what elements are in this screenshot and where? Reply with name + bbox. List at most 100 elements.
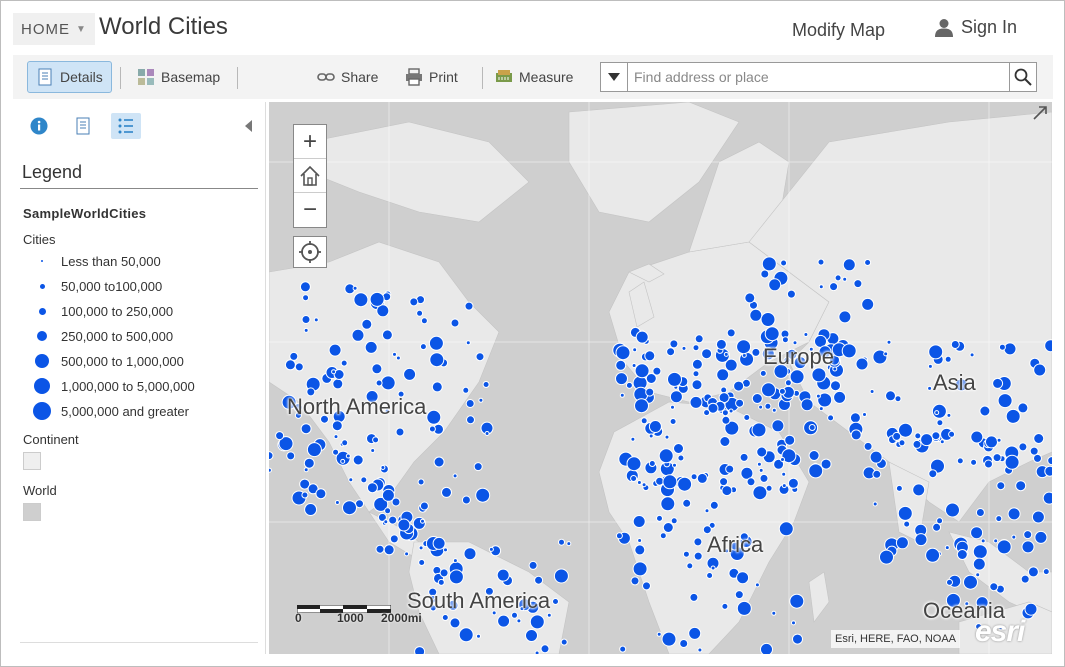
city-point[interactable]: [864, 259, 872, 266]
city-point[interactable]: [463, 547, 477, 561]
city-point[interactable]: [985, 435, 998, 449]
city-point[interactable]: [992, 453, 1002, 463]
city-point[interactable]: [944, 545, 950, 551]
city-point[interactable]: [704, 508, 710, 514]
city-point[interactable]: [428, 425, 436, 433]
city-point[interactable]: [645, 387, 655, 397]
city-point[interactable]: [743, 414, 751, 421]
city-point[interactable]: [644, 350, 656, 362]
city-point[interactable]: [301, 315, 311, 324]
city-point[interactable]: [397, 518, 411, 532]
city-point[interactable]: [939, 439, 945, 445]
zoom-in-button[interactable]: +: [294, 125, 326, 159]
city-point[interactable]: [376, 304, 390, 318]
city-point[interactable]: [736, 339, 752, 355]
city-point[interactable]: [626, 456, 642, 472]
city-point[interactable]: [419, 501, 429, 511]
city-point[interactable]: [482, 381, 490, 388]
city-point[interactable]: [996, 539, 1012, 555]
city-point[interactable]: [519, 606, 525, 612]
city-point[interactable]: [773, 363, 789, 379]
city-point[interactable]: [895, 484, 903, 492]
city-point[interactable]: [803, 332, 809, 337]
city-point[interactable]: [1024, 602, 1038, 616]
city-point[interactable]: [381, 329, 393, 341]
city-point[interactable]: [780, 457, 785, 462]
city-point[interactable]: [723, 351, 729, 357]
city-point[interactable]: [709, 500, 719, 510]
city-point[interactable]: [764, 326, 780, 342]
city-point[interactable]: [642, 581, 651, 591]
city-point[interactable]: [679, 639, 689, 648]
city-point[interactable]: [315, 488, 327, 500]
city-point[interactable]: [648, 420, 662, 433]
city-point[interactable]: [740, 466, 754, 480]
city-point[interactable]: [331, 369, 337, 375]
city-point[interactable]: [773, 458, 785, 470]
city-point[interactable]: [416, 309, 424, 317]
city-point[interactable]: [433, 456, 445, 468]
city-point[interactable]: [269, 467, 272, 473]
city-point[interactable]: [370, 448, 376, 453]
city-point[interactable]: [694, 334, 704, 344]
city-point[interactable]: [667, 371, 682, 387]
city-point[interactable]: [634, 544, 646, 556]
city-point[interactable]: [752, 485, 768, 501]
city-point[interactable]: [1021, 540, 1035, 554]
city-point[interactable]: [749, 308, 763, 322]
city-point[interactable]: [692, 344, 700, 352]
city-point[interactable]: [392, 351, 397, 357]
city-point[interactable]: [781, 448, 797, 464]
city-point[interactable]: [560, 638, 568, 646]
city-point[interactable]: [791, 620, 796, 626]
city-point[interactable]: [516, 618, 522, 624]
city-point[interactable]: [778, 521, 794, 537]
city-point[interactable]: [475, 487, 491, 503]
city-point[interactable]: [1007, 507, 1021, 521]
city-point[interactable]: [834, 274, 842, 282]
map-view[interactable]: North America Europe Asia Africa South A…: [269, 102, 1052, 654]
city-point[interactable]: [303, 467, 309, 473]
city-point[interactable]: [975, 572, 981, 578]
city-point[interactable]: [721, 485, 733, 497]
city-point[interactable]: [759, 369, 767, 377]
city-point[interactable]: [849, 412, 861, 424]
city-point[interactable]: [808, 424, 816, 431]
city-point[interactable]: [751, 347, 761, 357]
city-point[interactable]: [331, 420, 343, 432]
city-point[interactable]: [771, 407, 777, 413]
city-point[interactable]: [640, 417, 648, 425]
modify-map-link[interactable]: Modify Map: [792, 20, 886, 40]
city-point[interactable]: [716, 368, 730, 382]
city-point[interactable]: [970, 458, 978, 466]
city-point[interactable]: [793, 356, 807, 370]
city-point[interactable]: [815, 393, 821, 399]
city-point[interactable]: [414, 646, 426, 654]
city-point[interactable]: [403, 367, 417, 381]
city-point[interactable]: [842, 258, 856, 272]
city-point[interactable]: [525, 629, 538, 642]
city-point[interactable]: [879, 549, 894, 565]
print-button[interactable]: Print: [397, 61, 466, 93]
city-point[interactable]: [975, 508, 985, 517]
city-point[interactable]: [808, 346, 814, 352]
city-point[interactable]: [666, 347, 676, 357]
city-point[interactable]: [689, 592, 699, 602]
city-point[interactable]: [366, 482, 378, 494]
city-point[interactable]: [294, 362, 304, 372]
city-point[interactable]: [701, 348, 713, 360]
city-point[interactable]: [431, 381, 443, 393]
city-point[interactable]: [320, 414, 329, 424]
city-point[interactable]: [345, 453, 351, 459]
locate-button[interactable]: [293, 236, 327, 268]
city-point[interactable]: [707, 402, 719, 414]
city-point[interactable]: [286, 451, 296, 461]
city-point[interactable]: [998, 625, 1004, 631]
city-point[interactable]: [931, 431, 941, 441]
city-point[interactable]: [452, 473, 458, 479]
city-point[interactable]: [706, 572, 714, 579]
city-point[interactable]: [997, 393, 1013, 409]
city-point[interactable]: [388, 515, 398, 525]
city-point[interactable]: [730, 541, 740, 551]
city-point[interactable]: [792, 340, 798, 346]
